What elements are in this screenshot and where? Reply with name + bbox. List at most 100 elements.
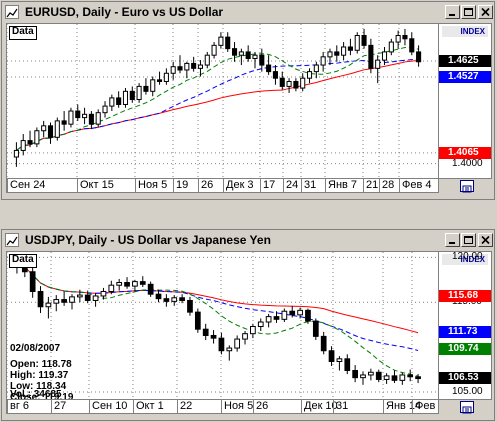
- minimize-button[interactable]: [445, 5, 460, 19]
- candle-body: [297, 309, 303, 316]
- price-chart-area[interactable]: Data: [6, 23, 439, 179]
- axis-separator: [325, 179, 326, 192]
- candle-body: [184, 62, 190, 71]
- candle-body: [234, 338, 241, 349]
- candle-body: [45, 302, 52, 308]
- candle-body: [226, 347, 233, 352]
- candle-body: [360, 374, 366, 379]
- price-tick: 1.4000: [452, 157, 483, 169]
- close-button[interactable]: [478, 5, 493, 19]
- maximize-button[interactable]: [461, 5, 476, 19]
- axis-separator: [399, 179, 400, 192]
- minimize-button[interactable]: [445, 233, 460, 247]
- data-tag: Data: [9, 254, 37, 268]
- candle-body: [129, 90, 135, 101]
- candle-body: [415, 376, 421, 380]
- candle-body: [76, 294, 83, 298]
- candle-body: [375, 59, 381, 69]
- time-axis[interactable]: вг 6 27 Сен 10 Окт 1 22 Ноя 5 26 Дек 10 31 Янв 14…: [6, 400, 439, 414]
- indicator-icon[interactable]: [460, 401, 474, 414]
- candle-body: [305, 309, 311, 322]
- candle-body: [259, 54, 265, 66]
- indicator-icon[interactable]: [460, 180, 474, 193]
- axis-separator: [301, 179, 302, 192]
- candle-body: [150, 79, 156, 92]
- candle-body: [242, 333, 248, 340]
- info-close: Close: 119.19: [10, 392, 74, 400]
- candle-body: [334, 51, 340, 56]
- candle-body: [328, 350, 335, 363]
- candle-body: [273, 316, 280, 320]
- candle-body: [108, 284, 115, 292]
- time-tick: 27: [54, 400, 67, 412]
- candle-body: [341, 46, 347, 56]
- window-title: EURUSD, Daily - Euro vs US Dollar: [25, 5, 224, 19]
- candle-body: [109, 97, 115, 107]
- time-tick: 31: [336, 400, 349, 412]
- candle-body: [383, 375, 390, 380]
- axis-separator: [379, 179, 380, 192]
- candle-body: [231, 48, 238, 56]
- candle-body: [272, 71, 278, 79]
- candle-body: [407, 374, 414, 378]
- candle-body: [191, 62, 197, 69]
- axis-separator: [260, 179, 261, 192]
- moving-average-ma_short: [16, 46, 419, 151]
- time-tick: Ноя 5: [224, 400, 254, 412]
- time-tick: 17: [263, 179, 276, 191]
- candle-body: [170, 66, 176, 74]
- axis-separator: [7, 400, 8, 413]
- candle-body: [225, 36, 231, 50]
- index-label: INDEX: [442, 254, 488, 265]
- candle-body: [336, 358, 343, 363]
- candle-body: [75, 110, 81, 119]
- candle-body: [82, 113, 88, 119]
- axis-separator: [333, 400, 334, 413]
- candle-body: [204, 54, 210, 66]
- candle-body: [155, 293, 162, 300]
- candle-body: [124, 282, 130, 287]
- price-marker: 115.68: [439, 290, 491, 303]
- info-low: Low: 118.34: [10, 381, 67, 392]
- candle-body: [252, 54, 258, 59]
- candle-body: [194, 311, 201, 330]
- close-button[interactable]: [478, 233, 493, 247]
- axis-separator: [198, 179, 199, 192]
- candle-body: [116, 282, 123, 286]
- axis-separator: [7, 179, 8, 192]
- title-bar[interactable]: USDJPY, Daily - US Dollar vs Japanese Ye…: [3, 231, 493, 249]
- title-bar[interactable]: EURUSD, Daily - Euro vs US Dollar: [3, 3, 493, 21]
- axis-separator: [223, 179, 224, 192]
- candle-body: [20, 140, 26, 151]
- chart-window-eurusd[interactable]: EURUSD, Daily - Euro vs US Dollar Data I…: [1, 1, 495, 200]
- candle-body: [281, 310, 288, 320]
- axis-separator: [221, 400, 222, 413]
- time-tick: 21: [366, 179, 379, 191]
- candle-body: [179, 297, 185, 301]
- candle-body: [238, 51, 244, 56]
- data-tag: Data: [9, 26, 37, 40]
- candle-body: [344, 358, 351, 371]
- candle-body: [391, 375, 398, 381]
- time-tick: 28: [382, 179, 395, 191]
- axis-separator: [135, 179, 136, 192]
- price-chart-area[interactable]: Data 02/08/2007 Open: 118.78 High: 119.3…: [6, 251, 439, 400]
- chart-window-usdjpy[interactable]: USDJPY, Daily - US Dollar vs Japanese Ye…: [1, 229, 495, 421]
- time-axis[interactable]: Сен 24 Окт 15 Ноя 5 19 26 Дек 3 17 24 31 Янв 7 21 2…: [6, 179, 439, 193]
- window-title: USDJPY, Daily - US Dollar vs Japanese Ye…: [25, 233, 271, 247]
- maximize-button[interactable]: [461, 233, 476, 247]
- candle-body: [37, 290, 44, 308]
- moving-average-ma_long: [16, 59, 419, 151]
- index-label: INDEX: [442, 26, 488, 37]
- candle-body: [69, 296, 75, 303]
- axis-separator: [301, 400, 302, 413]
- time-tick: 26: [201, 179, 214, 191]
- candle-body: [95, 112, 101, 125]
- price-scale[interactable]: INDEX 1.46251.45271.40651.40001.46251.45…: [439, 23, 492, 179]
- candle-body: [245, 51, 251, 59]
- candle-body: [163, 298, 170, 302]
- price-scale[interactable]: INDEX 120.00115.00105.00115.68111.73109.…: [439, 251, 492, 400]
- candle-body: [54, 120, 60, 138]
- moving-average-ma_short: [16, 261, 419, 377]
- candle-body: [300, 77, 306, 89]
